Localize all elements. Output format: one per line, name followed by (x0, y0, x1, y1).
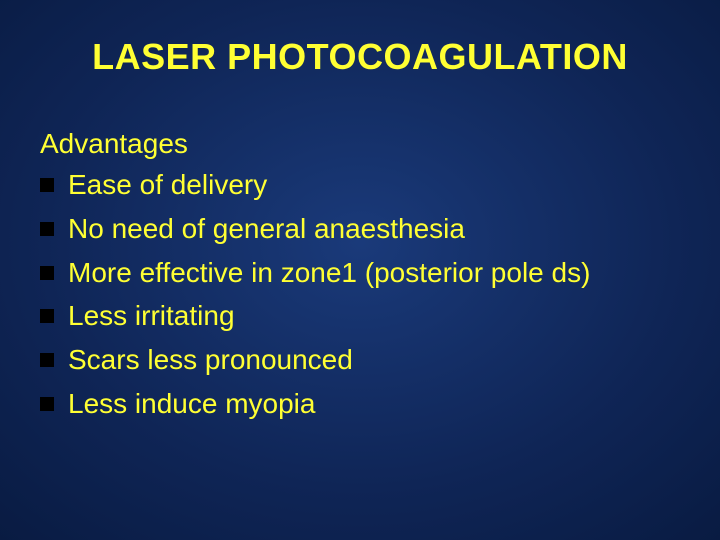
square-bullet-icon (40, 397, 54, 411)
list-item-text: More effective in zone1 (posterior pole … (68, 254, 590, 292)
list-item: More effective in zone1 (posterior pole … (40, 254, 682, 292)
square-bullet-icon (40, 353, 54, 367)
slide-container: LASER PHOTOCOAGULATION Advantages Ease o… (0, 0, 720, 540)
advantages-list: Ease of delivery No need of general anae… (40, 166, 682, 423)
square-bullet-icon (40, 309, 54, 323)
list-item: No need of general anaesthesia (40, 210, 682, 248)
square-bullet-icon (40, 178, 54, 192)
square-bullet-icon (40, 266, 54, 280)
square-bullet-icon (40, 222, 54, 236)
list-item: Less induce myopia (40, 385, 682, 423)
slide-subtitle: Advantages (40, 128, 682, 160)
list-item: Ease of delivery (40, 166, 682, 204)
slide-title: LASER PHOTOCOAGULATION (38, 36, 682, 78)
list-item-text: Ease of delivery (68, 166, 267, 204)
list-item-text: No need of general anaesthesia (68, 210, 465, 248)
list-item-text: Less induce myopia (68, 385, 315, 423)
list-item-text: Less irritating (68, 297, 235, 335)
list-item: Scars less pronounced (40, 341, 682, 379)
list-item: Less irritating (40, 297, 682, 335)
list-item-text: Scars less pronounced (68, 341, 353, 379)
